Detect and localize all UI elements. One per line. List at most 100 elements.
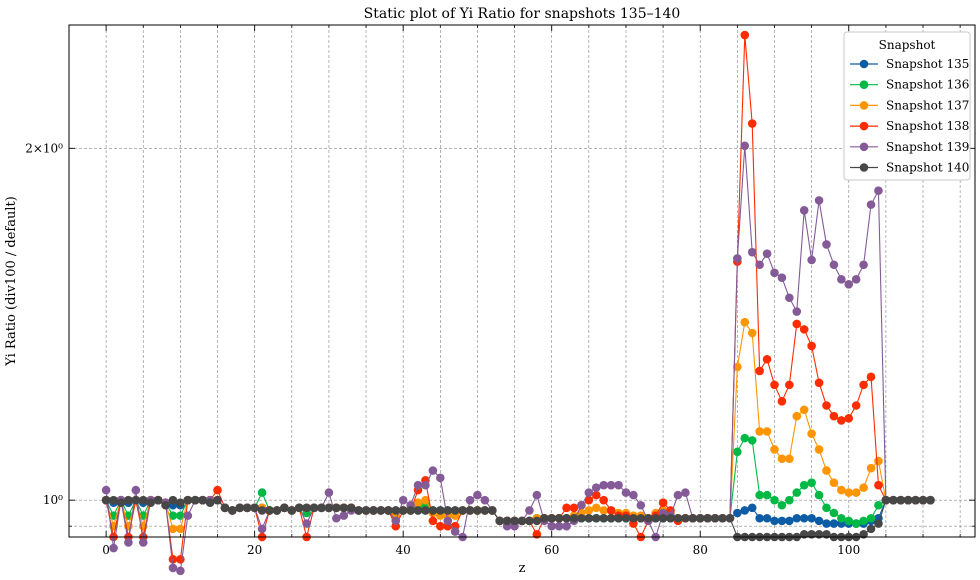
data-point <box>881 495 891 505</box>
plot-area: 0 20 40 60 80 100 10⁰ 2×10⁰ <box>25 24 976 576</box>
data-point <box>844 516 854 526</box>
data-point <box>577 500 586 510</box>
data-point <box>866 200 876 209</box>
data-point <box>874 456 883 466</box>
data-point <box>606 513 616 523</box>
data-point <box>770 516 779 526</box>
data-point <box>302 503 311 513</box>
data-point <box>584 495 594 505</box>
data-point <box>488 506 497 515</box>
data-point <box>398 506 408 515</box>
data-point <box>213 485 222 495</box>
data-point <box>116 498 126 508</box>
data-point <box>294 503 304 513</box>
x-tick-label: 80 <box>693 543 708 557</box>
data-point <box>532 516 542 526</box>
data-point <box>785 380 794 390</box>
data-point <box>361 506 371 515</box>
data-point <box>814 196 824 205</box>
data-point <box>228 506 237 515</box>
data-point <box>599 513 608 523</box>
data-point <box>324 488 334 497</box>
data-point <box>866 524 876 534</box>
data-point <box>473 506 482 515</box>
legend-label: Snapshot 140 <box>886 161 969 175</box>
data-point <box>807 255 816 265</box>
data-point <box>190 495 200 505</box>
legend-label: Snapshot 139 <box>886 140 969 154</box>
data-point <box>866 513 876 523</box>
data-point <box>762 354 772 364</box>
data-point <box>480 495 490 505</box>
data-point <box>532 490 542 500</box>
data-point <box>606 480 616 490</box>
data-point <box>413 506 423 515</box>
legend-label: Snapshot 136 <box>886 78 969 92</box>
data-point <box>213 495 222 505</box>
data-point <box>777 454 787 464</box>
data-point <box>651 513 660 523</box>
data-point <box>762 427 772 436</box>
data-point <box>814 445 824 454</box>
x-tick-label: 40 <box>396 543 411 557</box>
data-point <box>205 498 215 508</box>
data-point <box>733 362 742 372</box>
data-point <box>124 495 133 505</box>
data-point <box>280 503 289 513</box>
data-point <box>799 206 809 215</box>
data-point <box>666 513 675 523</box>
data-point <box>762 249 772 259</box>
data-point <box>138 538 148 547</box>
data-point <box>146 498 155 508</box>
data-point <box>421 480 430 490</box>
data-point <box>591 513 601 523</box>
data-point <box>874 519 883 528</box>
data-point <box>369 506 378 515</box>
data-point <box>421 506 430 515</box>
data-point <box>770 445 779 454</box>
data-point <box>317 503 326 513</box>
data-point <box>636 500 646 510</box>
data-point <box>851 275 861 284</box>
data-point <box>733 447 742 457</box>
data-point <box>309 503 319 513</box>
data-point <box>851 519 861 528</box>
data-point <box>428 506 438 515</box>
data-point <box>844 488 854 497</box>
data-point <box>859 516 868 526</box>
data-point <box>695 513 705 523</box>
data-point <box>584 488 594 497</box>
legend-swatch-marker <box>859 59 869 69</box>
data-point <box>629 490 638 500</box>
data-point <box>785 454 794 464</box>
data-point <box>777 500 787 510</box>
data-point <box>740 141 750 151</box>
data-point <box>814 516 824 526</box>
data-point <box>844 414 854 423</box>
data-point <box>792 319 802 329</box>
data-point <box>889 495 898 505</box>
data-point <box>740 317 750 327</box>
data-point <box>168 524 178 534</box>
data-point <box>465 506 475 515</box>
data-point <box>770 268 779 278</box>
data-point <box>480 506 490 515</box>
data-point <box>458 506 467 515</box>
data-point <box>829 260 839 270</box>
data-point <box>242 503 252 513</box>
data-point <box>153 495 163 505</box>
legend-swatch-marker <box>859 101 869 110</box>
data-point <box>428 466 438 475</box>
data-point <box>413 480 423 490</box>
data-point <box>131 485 141 495</box>
data-point <box>688 513 698 523</box>
data-point <box>138 495 148 505</box>
data-point <box>740 433 750 443</box>
data-point <box>109 543 118 553</box>
data-point <box>755 490 764 500</box>
data-point <box>406 506 415 515</box>
data-point <box>829 478 839 488</box>
data-point <box>822 401 831 410</box>
data-point <box>384 506 393 515</box>
